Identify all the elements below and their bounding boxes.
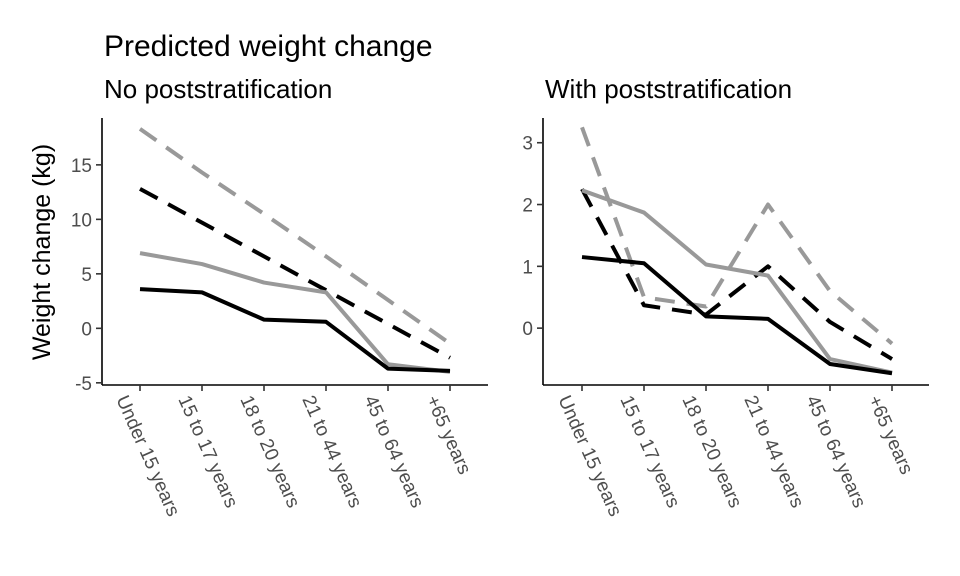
x-tick-label: 18 to 20 years [677,392,745,511]
y-tick-label: 15 [71,156,92,177]
series-line-with-post-4 [581,255,893,376]
x-tick-label: 18 to 20 years [235,392,303,511]
x-tick-label: Under 15 years [553,392,625,519]
series-line-no-post-4 [139,287,451,373]
x-tick-label: +65 years [863,392,916,477]
x-tick-label: Under 15 years [111,392,183,519]
series-line-with-post-1 [580,126,894,346]
panel-no-poststratification: No poststratification -5 0 5 10 15 Under 15 y… [71,74,488,520]
x-tick-label: 21 to 44 years [297,392,365,511]
x-tick-label: +65 years [421,392,474,477]
x-tick-label: 45 to 64 years [801,392,869,511]
panel-title-with-poststratification: With poststratification [545,74,792,104]
y-tick-label: -5 [75,374,92,395]
y-tick-label: 3 [522,134,533,155]
series-line-with-post-3 [581,188,893,375]
y-tick-label: 1 [522,257,533,278]
series-line-no-post-2 [139,187,451,360]
y-tick-label: 0 [522,319,533,340]
y-tick-label: 0 [81,319,92,340]
y-tick-label: 10 [71,210,92,231]
x-tick-label: 45 to 64 years [359,392,427,511]
x-tick-label: 21 to 44 years [739,392,807,511]
series-line-no-post-3 [139,251,451,374]
x-tick-label: 15 to 17 years [173,392,241,511]
y-tick-label: 2 [522,196,533,217]
panel-title-no-poststratification: No poststratification [104,74,332,104]
panel-with-poststratification: With poststratification 0 1 2 3 Under 15 yea… [522,74,929,520]
y-axis-label: Weight change (kg) [28,144,56,360]
series-line-no-post-1 [138,127,452,346]
series-line-with-post-2 [580,188,894,361]
x-tick-label: 15 to 17 years [615,392,683,511]
y-tick-label: 5 [81,265,92,286]
figure-title: Predicted weight change [104,30,433,63]
